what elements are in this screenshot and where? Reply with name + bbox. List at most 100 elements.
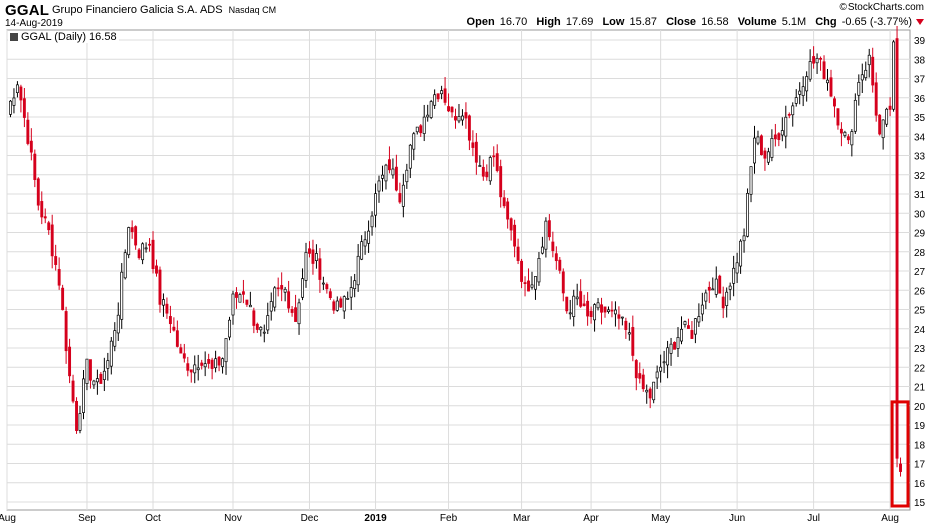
candle-body <box>871 56 875 86</box>
candle-body <box>676 337 680 349</box>
candle-body <box>200 362 204 366</box>
highlight-box <box>890 400 910 508</box>
candle-body <box>895 38 899 459</box>
x-tick-label: Jun <box>729 513 745 523</box>
candle-body <box>248 304 252 308</box>
candle-body <box>294 307 298 322</box>
candle-body <box>22 98 26 118</box>
candle-body <box>54 256 58 265</box>
x-tick-label: Nov <box>224 513 242 523</box>
y-tick-label: 37 <box>914 75 926 86</box>
candle-body <box>686 325 690 329</box>
candle-body <box>603 306 607 313</box>
x-tick-label: Oct <box>145 513 161 523</box>
candle-body <box>318 258 322 280</box>
candle-body <box>794 97 798 104</box>
candle-body <box>846 136 850 141</box>
y-tick-label: 16 <box>914 479 926 490</box>
candle-body <box>321 282 325 285</box>
candle-body <box>833 98 836 107</box>
candle-body <box>568 312 572 315</box>
exchange-label: Nasdaq CM <box>228 5 277 15</box>
candle-body <box>367 230 371 244</box>
y-tick-label: 32 <box>914 171 926 182</box>
candle-body <box>408 144 412 169</box>
candle-body <box>586 300 590 317</box>
candle-body <box>777 133 781 140</box>
candle-body <box>753 137 756 164</box>
candle-body <box>57 269 61 286</box>
candle-body <box>374 193 377 216</box>
candle-body <box>579 291 583 307</box>
candle-body <box>304 252 308 281</box>
quote-summary: Open 16.70 High 17.69 Low 15.87 Close 16… <box>461 16 912 28</box>
y-tick-label: 34 <box>914 132 926 143</box>
candle-body <box>711 288 715 291</box>
candle-body <box>805 76 809 92</box>
candle-body <box>516 246 520 261</box>
x-tick-label: Mar <box>513 513 531 523</box>
candle-body <box>346 298 350 300</box>
candle-body <box>92 380 96 386</box>
candle-body <box>481 166 485 177</box>
candle-body <box>134 226 138 246</box>
candle-body <box>457 116 461 122</box>
candle-body <box>106 360 110 369</box>
y-tick-label: 30 <box>914 209 926 220</box>
candle-body <box>273 287 277 308</box>
candle-body <box>162 299 165 306</box>
candle-body <box>332 301 336 311</box>
candle-body <box>228 319 231 338</box>
candle-body <box>826 79 829 84</box>
candle-body <box>245 299 249 305</box>
candle-body <box>436 93 440 100</box>
candle-body <box>690 330 694 339</box>
candle-body <box>328 291 332 299</box>
y-tick-label: 19 <box>914 421 926 432</box>
candle-body <box>314 253 318 261</box>
candle-body <box>109 340 113 367</box>
candle-body <box>728 285 732 290</box>
candle-body <box>64 311 68 352</box>
candle-body <box>610 309 614 312</box>
candle-body <box>506 201 510 220</box>
candle-body <box>596 302 600 309</box>
candle-body <box>739 240 743 267</box>
candle-body <box>9 100 12 115</box>
candle-body <box>235 292 238 298</box>
candle-body <box>290 309 294 313</box>
candle-body <box>19 86 23 101</box>
candle-body <box>714 278 718 295</box>
candle-body <box>148 243 151 246</box>
candle-body <box>342 296 346 312</box>
ticker-symbol: GGAL <box>5 2 50 19</box>
candle-body <box>43 216 47 219</box>
candle-body <box>12 97 16 106</box>
close-value: 16.58 <box>701 16 729 28</box>
candle-body <box>155 265 158 274</box>
candle-body <box>40 201 44 218</box>
candle-body <box>241 291 245 295</box>
candle-body <box>631 327 635 356</box>
candle-body <box>537 258 541 283</box>
candle-body <box>26 119 30 144</box>
candle-body <box>297 302 301 325</box>
candle-body <box>575 296 579 300</box>
candle-body <box>356 255 360 286</box>
candle-body <box>130 227 134 233</box>
candle-body <box>75 401 78 431</box>
candle-body <box>88 359 92 381</box>
candle-body <box>387 159 391 171</box>
candle-body <box>881 119 885 139</box>
candle-body <box>349 287 353 298</box>
candle-body <box>527 280 530 292</box>
brand-link[interactable]: ©StockCharts.com <box>839 2 924 13</box>
candle-body <box>641 374 645 390</box>
candle-body <box>763 150 767 159</box>
candle-body <box>513 224 517 247</box>
x-tick-label: Sep <box>78 513 96 523</box>
candle-body <box>540 246 544 254</box>
candle-body <box>377 180 381 192</box>
candle-body <box>659 366 663 372</box>
